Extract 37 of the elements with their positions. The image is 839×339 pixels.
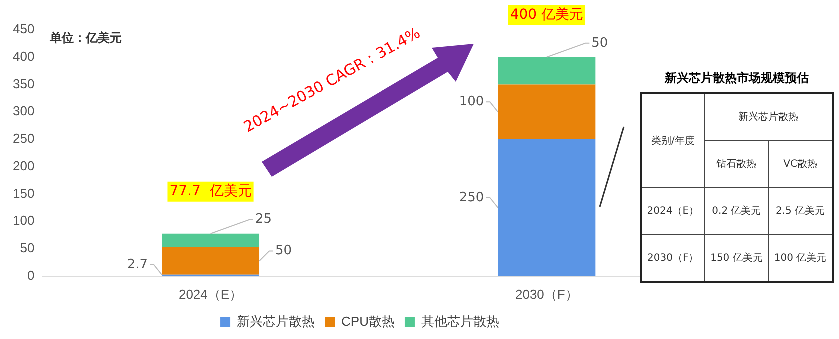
- bar: [498, 140, 596, 276]
- bar: [162, 248, 260, 275]
- y-tick-label: 200: [12, 158, 35, 174]
- data-label: 2.7: [127, 257, 148, 272]
- legend-label: CPU散热: [342, 314, 395, 330]
- text: 新兴芯片散热市场规模预估: [664, 70, 810, 87]
- data-label: 100: [459, 94, 484, 110]
- bar: [498, 84, 596, 140]
- legend-label: 新兴芯片散热: [237, 314, 316, 330]
- data-label: 250: [459, 190, 484, 206]
- text: 2.5 亿美元: [768, 188, 833, 234]
- annotation: 150 亿美元: [704, 234, 769, 282]
- y-tick-label: 100: [12, 213, 35, 228]
- y-tick-label: 50: [20, 240, 35, 256]
- text: 100 亿美元: [768, 234, 833, 282]
- y-tick-label: 0: [27, 268, 35, 283]
- bar: [162, 234, 260, 248]
- y-tick-label: 300: [12, 104, 35, 119]
- data-label: 50: [592, 36, 608, 51]
- y-tick-label: 450: [12, 22, 35, 37]
- data-label: 50: [276, 244, 292, 259]
- data-label: 25: [256, 212, 272, 228]
- annotation: 类别/年度: [641, 93, 705, 188]
- annotation: 2024（E）: [641, 188, 705, 234]
- annotation: 0.2 亿美元: [704, 188, 769, 234]
- legend-label: 其他芯片散热: [421, 314, 500, 330]
- total-label: 77.7 亿美元: [170, 183, 252, 200]
- y-tick-label: 250: [12, 131, 35, 146]
- y-tick-label: 350: [12, 76, 35, 92]
- total-label: 400 亿美元: [510, 7, 584, 24]
- text: VC散热: [768, 140, 833, 188]
- annotation: 单位：亿美元: [50, 30, 122, 47]
- bar: [498, 57, 596, 85]
- text: 钻石散热: [704, 140, 769, 188]
- text: 新兴芯片散热: [704, 93, 833, 140]
- y-tick-label: 150: [12, 186, 35, 201]
- y-tick-label: 400: [12, 48, 35, 64]
